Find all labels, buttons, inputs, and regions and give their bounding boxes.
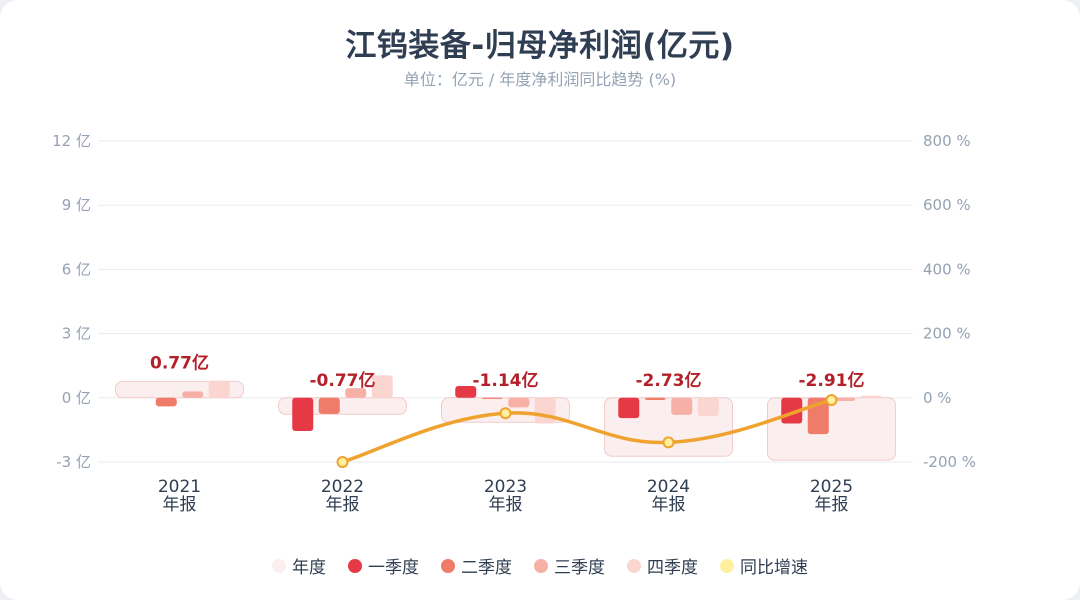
- legend-item-annual[interactable]: 年度: [272, 553, 326, 578]
- y-right-tick-label: 400 %: [923, 260, 971, 278]
- annual-value-label: 0.77亿: [150, 352, 209, 373]
- yoy-point: [662, 436, 675, 449]
- y-left-tick-label: 0 亿: [62, 389, 91, 407]
- legend-label: 一季度: [368, 558, 419, 578]
- x-tick-sublabel: 年报: [652, 495, 686, 515]
- yoy-point: [336, 456, 349, 468]
- chart-legend: 年度 一季度 二季度 三季度 四季度 同比增速: [0, 553, 1080, 578]
- quarter-bar-1: [781, 397, 803, 424]
- x-tick-label: 2025: [810, 477, 853, 497]
- quarter-bar-1: [292, 397, 314, 431]
- x-tick-sublabel: 年报: [326, 495, 360, 515]
- y-right-tick-label: 600 %: [923, 196, 971, 214]
- y-left-tick-label: 9 亿: [62, 196, 91, 214]
- quarter-bar-3: [345, 388, 367, 398]
- legend-swatch: [627, 558, 641, 573]
- yoy-line: [340, 398, 834, 464]
- y-right-tick-label: 800 %: [923, 132, 971, 150]
- quarter-bar-3: [671, 397, 693, 415]
- quarter-bar-4: [860, 395, 882, 398]
- quarter-bar-1: [455, 386, 477, 398]
- y-right-tick-label: 200 %: [923, 325, 971, 343]
- quarter-bar-4: [208, 380, 230, 398]
- quarter-bar-3: [508, 397, 530, 408]
- quarter-bar-2: [318, 397, 340, 414]
- quarter-bar-3: [834, 397, 856, 402]
- chart-title: 江钨装备-归母净利润(亿元): [345, 28, 735, 64]
- legend-label: 四季度: [647, 558, 698, 578]
- legend-item-q1[interactable]: 一季度: [348, 553, 419, 578]
- yoy-point: [499, 407, 512, 420]
- quarter-bar-2: [481, 397, 503, 399]
- x-tick-label: 2024: [647, 477, 690, 497]
- chart-subtitle: 单位：亿元 / 年度净利润同比趋势 (%): [403, 70, 677, 89]
- quarter-bar-2: [155, 397, 177, 407]
- quarter-bar-4: [371, 375, 393, 398]
- legend-swatch: [534, 558, 548, 573]
- legend-item-q4[interactable]: 四季度: [627, 553, 698, 578]
- legend-item-q3[interactable]: 三季度: [534, 553, 605, 578]
- quarter-bar-1: [618, 397, 640, 419]
- y-right-tick-label: -200 %: [923, 453, 976, 471]
- legend-item-yoy[interactable]: 同比增速: [720, 553, 808, 578]
- quarter-bar-2: [644, 397, 666, 400]
- yoy-point: [825, 394, 838, 407]
- legend-item-q2[interactable]: 二季度: [441, 553, 512, 578]
- x-tick-sublabel: 年报: [163, 495, 197, 515]
- annual-value-label: -2.73亿: [636, 370, 702, 391]
- x-tick-label: 2021: [158, 477, 201, 497]
- y-left-tick-label: -3 亿: [56, 453, 91, 471]
- legend-swatch: [441, 558, 455, 573]
- y-left-tick-label: 3 亿: [62, 325, 91, 343]
- y-right-tick-label: 0 %: [923, 389, 952, 407]
- quarter-bar-4: [697, 397, 719, 416]
- y-left-tick-label: 6 亿: [62, 260, 91, 278]
- x-tick-sublabel: 年报: [489, 495, 523, 515]
- x-tick-label: 2022: [321, 477, 364, 497]
- quarter-bar-4: [534, 397, 556, 424]
- y-left-tick-label: 12 亿: [52, 132, 91, 150]
- legend-swatch: [272, 558, 286, 573]
- x-tick-sublabel: 年报: [815, 495, 849, 515]
- annual-value-label: -1.14亿: [473, 370, 539, 391]
- legend-label: 二季度: [461, 558, 512, 578]
- quarter-bar-3: [182, 391, 204, 398]
- legend-swatch: [348, 558, 362, 573]
- annual-value-label: -2.91亿: [799, 370, 865, 391]
- legend-label: 年度: [292, 558, 326, 578]
- legend-label: 同比增速: [740, 558, 808, 578]
- legend-swatch: [720, 558, 734, 573]
- x-tick-label: 2023: [484, 477, 527, 497]
- annual-value-label: -0.77亿: [310, 370, 376, 391]
- legend-label: 三季度: [554, 558, 605, 578]
